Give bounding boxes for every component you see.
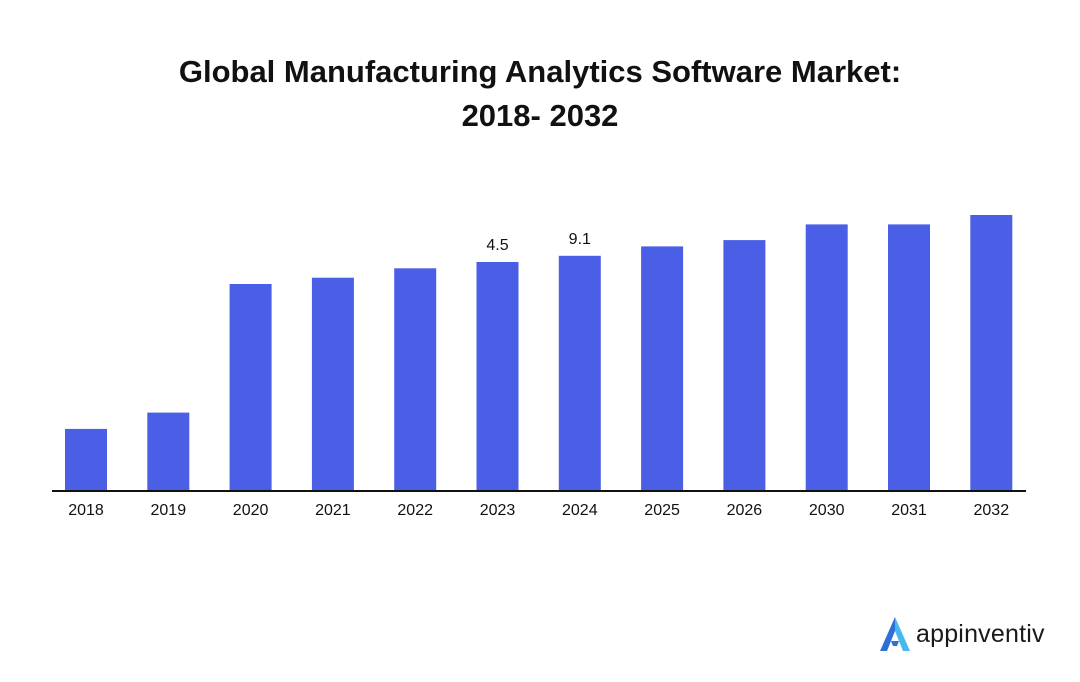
bar-2018 [65, 428, 107, 491]
bar-2025 [641, 246, 684, 491]
bar-2021 [311, 277, 354, 491]
x-tick-label-2025: 2025 [644, 502, 680, 519]
x-tick-labels-group: 2018 2019 2020 2021 2022 2023 2024 2025 2026 2030… [68, 502, 1009, 519]
bar-2026 [723, 240, 766, 491]
appinventiv-logo-icon [880, 617, 910, 651]
bar-2023 [476, 262, 519, 491]
x-tick-label-2019: 2019 [151, 502, 187, 519]
bar-2022 [394, 268, 437, 491]
data-label-2023: 4.5 [486, 237, 508, 254]
bar-2032 [970, 215, 1013, 491]
x-tick-label-2020: 2020 [233, 502, 269, 519]
x-tick-label-2023: 2023 [480, 502, 516, 519]
x-tick-label-2022: 2022 [397, 502, 433, 519]
bar-2031 [888, 224, 930, 491]
bar-2019 [147, 412, 190, 491]
brand-logo: appinventiv [878, 614, 1045, 654]
x-tick-label-2031: 2031 [891, 502, 927, 519]
x-tick-label-2032: 2032 [974, 502, 1010, 519]
bar-2020 [229, 284, 272, 491]
x-tick-label-2026: 2026 [727, 502, 763, 519]
bar-2030 [805, 224, 848, 491]
x-tick-label-2024: 2024 [562, 502, 598, 519]
chart-title-line-2: 2018- 2032 [461, 98, 619, 133]
x-tick-label-2030: 2030 [809, 502, 845, 519]
bar-2024 [558, 255, 601, 491]
brand-name: appinventiv [916, 619, 1045, 648]
x-tick-label-2021: 2021 [315, 502, 351, 519]
x-tick-label-2018: 2018 [68, 502, 104, 519]
chart-title: Global Manufacturing Analytics Software … [0, 50, 1080, 138]
data-label-2024: 9.1 [569, 231, 591, 248]
bars-group [65, 215, 1013, 491]
data-labels-group: 4.5 9.1 [486, 231, 591, 254]
chart-title-line-1: Global Manufacturing Analytics Software … [178, 54, 902, 89]
